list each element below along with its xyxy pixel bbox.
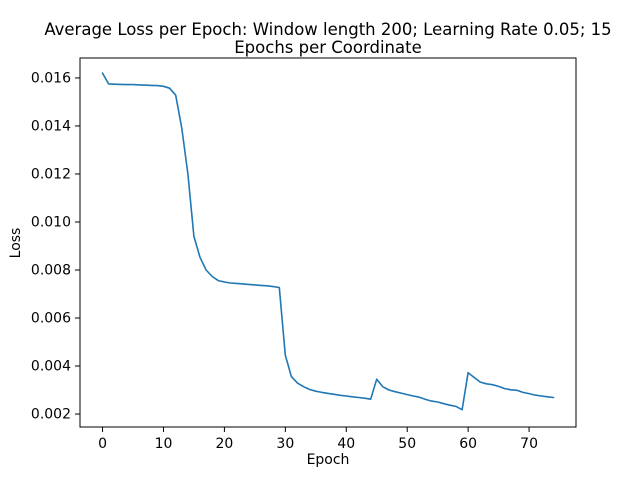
x-tick-label: 60 xyxy=(459,436,477,452)
y-tick-label: 0.006 xyxy=(31,311,71,327)
x-tick-label: 70 xyxy=(520,436,538,452)
y-tick-label: 0.014 xyxy=(31,118,71,134)
x-axis-label: Epoch xyxy=(307,452,350,468)
x-axis-ticks: 0 10 20 30 40 50 60 70 xyxy=(98,427,538,452)
chart-title-line1: Average Loss per Epoch: Window length 20… xyxy=(44,20,611,39)
x-tick-label: 40 xyxy=(337,436,355,452)
y-tick-label: 0.012 xyxy=(31,166,71,182)
y-tick-label: 0.016 xyxy=(31,70,71,86)
y-axis-label: Loss xyxy=(8,228,24,259)
x-tick-label: 50 xyxy=(398,436,416,452)
x-tick-label: 0 xyxy=(98,436,107,452)
x-tick-label: 30 xyxy=(276,436,294,452)
chart-title-line2: Epochs per Coordinate xyxy=(234,38,421,57)
y-tick-label: 0.008 xyxy=(31,262,71,278)
x-tick-label: 10 xyxy=(155,436,173,452)
plot-area-border xyxy=(79,57,577,428)
y-tick-label: 0.010 xyxy=(31,214,71,230)
x-tick-label: 20 xyxy=(215,436,233,452)
y-tick-label: 0.002 xyxy=(31,407,71,423)
y-axis-ticks: 0.002 0.004 0.006 0.008 0.010 0.012 0.014 0.016 xyxy=(31,70,80,423)
loss-line-series xyxy=(101,72,555,411)
y-tick-label: 0.004 xyxy=(31,359,71,375)
